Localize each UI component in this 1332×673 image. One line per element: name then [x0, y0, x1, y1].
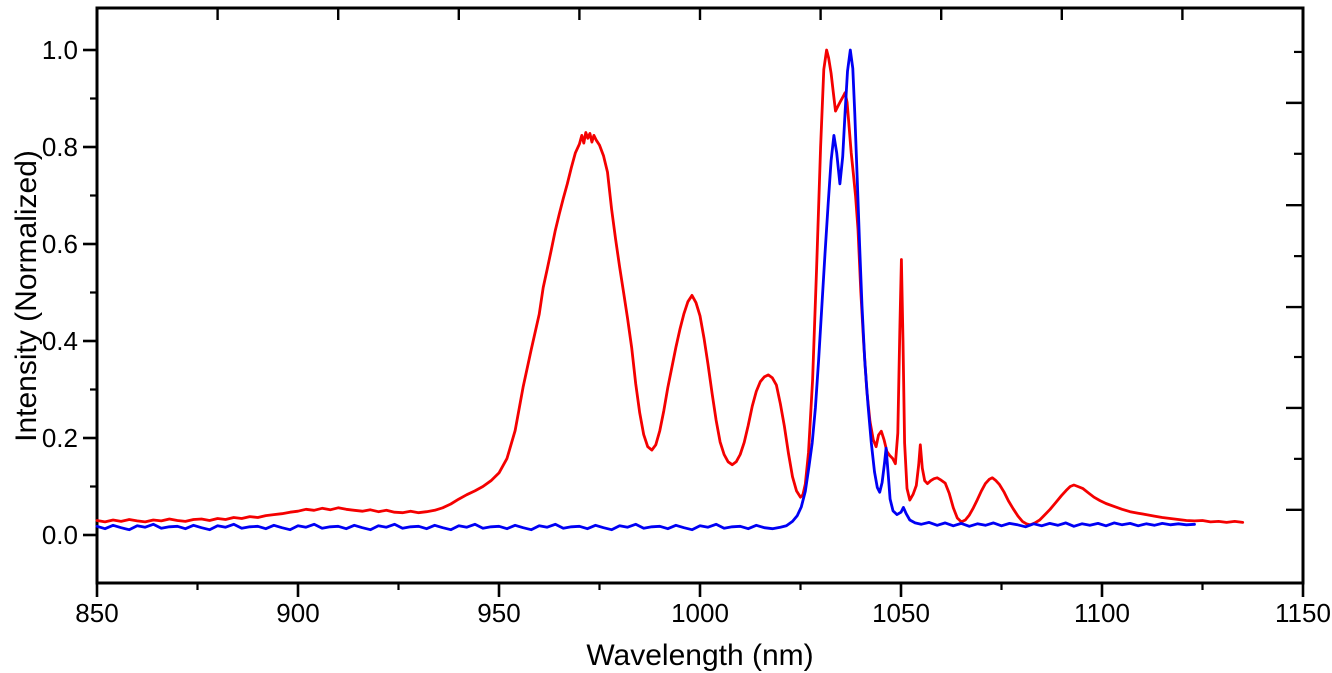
y-axis-tick-label: 0.2 — [42, 423, 78, 453]
x-axis-tick-label: 900 — [276, 598, 319, 628]
y-axis-tick-label: 0.0 — [42, 520, 78, 550]
y-axis-tick-label: 0.6 — [42, 229, 78, 259]
x-axis-title: Wavelength (nm) — [586, 639, 813, 672]
x-axis-tick-label: 1100 — [1074, 598, 1130, 628]
blue-spectrum-curve — [95, 48, 1196, 532]
x-axis-tick-label: 1000 — [671, 598, 729, 628]
axis-ticks — [83, 8, 1305, 597]
y-axis-tick-label: 0.4 — [42, 326, 78, 356]
x-axis-tick-label: 950 — [477, 598, 520, 628]
y-axis-title: Intensity (Normalized) — [10, 150, 43, 442]
x-axis-tick-label: 1150 — [1275, 598, 1331, 628]
y-axis-tick-label: 1.0 — [42, 35, 78, 65]
x-axis-tick-label: 1050 — [872, 598, 930, 628]
x-axis-tick-label: 850 — [75, 598, 118, 628]
plot-frame-border — [95, 6, 1305, 585]
red-spectrum-curve — [95, 48, 1245, 527]
plot-frame — [95, 6, 1305, 585]
spectrum-curves — [95, 48, 1245, 532]
axis-tick-labels: 850 900 950 1000 1050 1100 1150 0.0 0.2 0.4 0.6 0.8… — [42, 35, 1331, 628]
y-axis-tick-label: 0.8 — [42, 132, 78, 162]
